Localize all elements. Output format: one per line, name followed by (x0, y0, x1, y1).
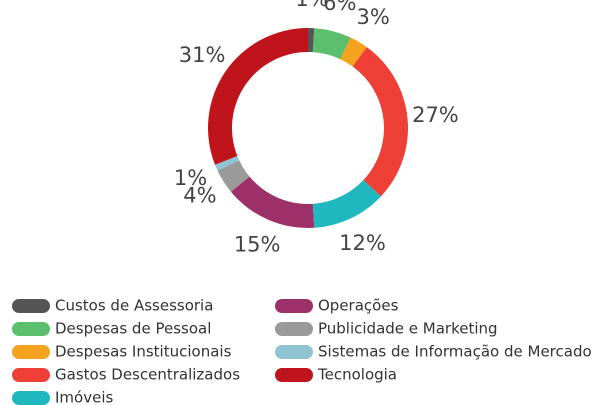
legend-label: Gastos Descentralizados (55, 366, 240, 384)
legend-label: Operações (318, 297, 399, 315)
legend-label: Tecnologia (317, 366, 397, 384)
slice-label: 12% (339, 231, 386, 255)
slice (352, 47, 408, 197)
slice (215, 155, 240, 171)
legend-swatch (12, 368, 50, 382)
slice-label: 1% (295, 0, 328, 11)
slice-label: 31% (179, 43, 226, 67)
slice-label: 4% (183, 184, 216, 208)
legend-swatch (12, 322, 50, 336)
slice-label: 6% (323, 0, 356, 15)
legend-swatch (275, 345, 313, 359)
slice (217, 160, 250, 192)
slice (340, 37, 367, 67)
legend-swatch (12, 391, 50, 405)
legend-label: Imóveis (55, 389, 113, 405)
legend-label: Despesas Institucionais (55, 343, 232, 361)
legend-label: Sistemas de Informação de Mercado (318, 343, 592, 361)
legend-swatch (275, 368, 313, 382)
slice-label: 15% (234, 232, 281, 256)
slice (312, 28, 351, 60)
slice-label: 3% (356, 5, 389, 29)
slice (230, 176, 315, 228)
legend-swatch (275, 299, 313, 313)
legend-label: Custos de Assessoria (55, 297, 213, 315)
legend-swatch (275, 322, 313, 336)
slice (312, 180, 381, 228)
slice-label: 1% (174, 166, 207, 190)
slice (208, 28, 308, 165)
legend-label: Despesas de Pessoal (55, 320, 211, 338)
legend-swatch (12, 345, 50, 359)
legend-swatch (12, 299, 50, 313)
slice-label: 27% (412, 103, 459, 127)
legend-label: Publicidade e Marketing (318, 320, 498, 338)
slice (308, 28, 315, 53)
